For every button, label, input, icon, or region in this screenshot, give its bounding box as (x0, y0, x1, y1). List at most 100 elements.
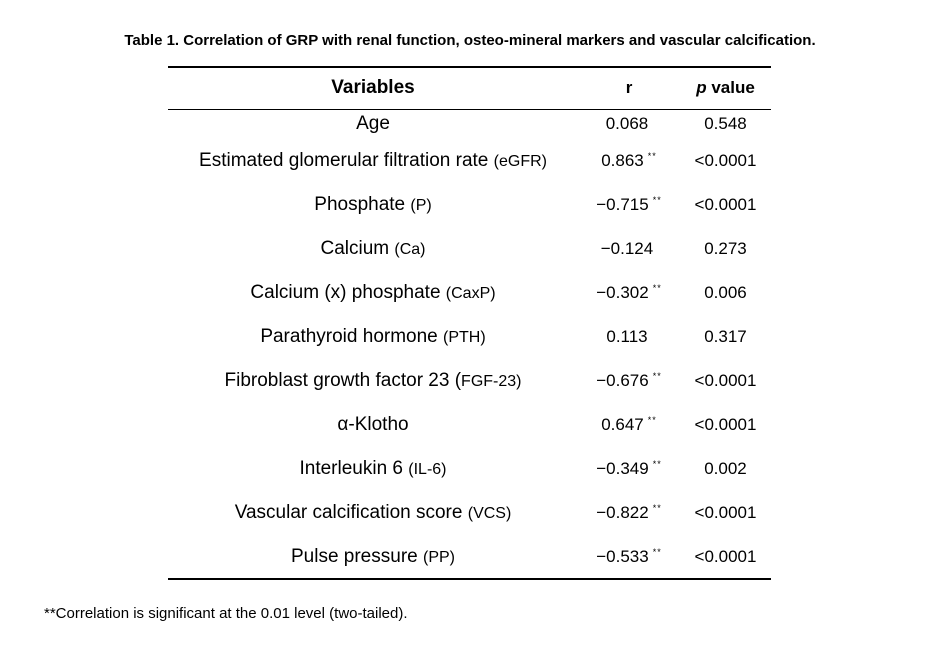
r-value-wrap: −0.676 ** (596, 371, 662, 391)
variable-abbreviation: (Ca) (394, 241, 426, 258)
correlation-table: Variables r p value Age 0.068 0.548 Estimat… (168, 66, 771, 580)
r-cell: −0.124 (578, 227, 680, 271)
r-value: −0.822 (596, 503, 649, 522)
header-p-value: p value (680, 66, 771, 110)
r-value-wrap: −0.349 ** (596, 459, 662, 479)
p-value-cell: <0.0001 (694, 151, 757, 170)
variable-cell: α-Klotho (168, 403, 578, 447)
p-value-cell: <0.0001 (694, 195, 757, 214)
r-cell: −0.349 ** (578, 447, 680, 491)
significance-marker: ** (647, 415, 657, 426)
significance-marker: ** (652, 546, 662, 557)
p-value-cell: <0.0001 (694, 503, 757, 522)
variable-name: Age (356, 113, 390, 135)
p-value-cell: 0.317 (704, 327, 747, 346)
significance-marker: ** (652, 503, 662, 514)
p-value-cell: 0.002 (704, 459, 747, 478)
variable-abbreviation: (eGFR) (493, 153, 547, 170)
variable-abbreviation: (P) (410, 197, 432, 214)
significance-marker: ** (647, 151, 657, 162)
correlation-table-container: Variables r p value Age 0.068 0.548 Estimat… (168, 66, 771, 580)
table-row: Calcium (x) phosphate (CaxP) −0.302 ** 0.00… (168, 271, 771, 315)
table-row: Pulse pressure (PP) −0.533 ** <0.0001 (168, 535, 771, 580)
r-value-wrap: 0.863 ** (601, 151, 657, 171)
r-cell: −0.302 ** (578, 271, 680, 315)
r-value-wrap: −0.715 ** (596, 195, 662, 215)
table-caption: Table 1. Correlation of GRP with renal f… (124, 32, 816, 49)
variable-cell: Calcium (x) phosphate (CaxP) (168, 271, 578, 315)
variable-cell: Age (168, 109, 578, 139)
table-row: Estimated glomerular filtration rate (eG… (168, 139, 771, 183)
table-row: Fibroblast growth factor 23 (FGF-23) −0.6… (168, 359, 771, 403)
p-value-cell: <0.0001 (680, 535, 771, 580)
table-row: Interleukin 6 (IL-6) −0.349 ** 0.002 (168, 447, 771, 491)
r-value: −0.124 (600, 239, 654, 258)
variable-name: Calcium (x) phosphate (250, 282, 446, 303)
r-value: 0.647 (601, 415, 644, 434)
r-cell: −0.822 ** (578, 491, 680, 535)
r-cell: 0.863 ** (578, 139, 680, 183)
r-cell: −0.676 ** (578, 359, 680, 403)
r-value-wrap: −0.533 ** (596, 547, 662, 567)
variable-name: Fibroblast growth factor 23 ( (224, 370, 462, 391)
r-value: −0.349 (596, 459, 649, 478)
header-variables: Variables (168, 66, 578, 110)
r-value: −0.715 (596, 195, 649, 214)
r-cell: 0.068 (578, 109, 680, 139)
variable-cell: Vascular calcification score (VCS) (168, 491, 578, 535)
significance-marker: ** (652, 459, 662, 470)
variable-cell: Fibroblast growth factor 23 (FGF-23) (168, 359, 578, 403)
significance-marker: ** (652, 371, 662, 382)
table-row: Calcium (Ca) −0.124 0.273 (168, 227, 771, 271)
variable-cell: Pulse pressure (PP) (168, 535, 578, 580)
variable-name: α-Klotho (337, 414, 409, 435)
variable-name: Parathyroid hormone (260, 326, 444, 347)
table-body: Age 0.068 0.548 Estimated glomerular filtra… (168, 109, 771, 580)
variable-abbreviation: (CaxP) (445, 285, 496, 302)
table-row: Vascular calcification score (VCS) −0.822… (168, 491, 771, 535)
p-value-cell: 0.273 (704, 239, 747, 258)
r-cell: 0.647 ** (578, 403, 680, 447)
variable-abbreviation: FGF-23) (461, 373, 522, 390)
variable-abbreviation: (VCS) (467, 505, 512, 522)
significance-marker: ** (652, 195, 662, 206)
variable-abbreviation: (PP) (423, 548, 455, 566)
r-cell: −0.715 ** (578, 183, 680, 227)
variable-name: Calcium (320, 238, 395, 259)
variable-cell: Interleukin 6 (IL-6) (168, 447, 578, 491)
footnote: **Correlation is significant at the 0.01… (44, 605, 408, 622)
variable-abbreviation: (PTH) (443, 329, 486, 346)
p-value-cell: <0.0001 (694, 415, 757, 434)
variable-name: Vascular calcification score (234, 502, 468, 523)
variable-cell: Estimated glomerular filtration rate (eG… (168, 139, 578, 183)
p-value-cell: 0.548 (704, 114, 747, 134)
r-value: −0.302 (596, 283, 649, 302)
table-row: Phosphate (P) −0.715 ** <0.0001 (168, 183, 771, 227)
variable-cell: Calcium (Ca) (168, 227, 578, 271)
variable-name: Estimated glomerular filtration rate (199, 150, 494, 171)
table-row: Parathyroid hormone (PTH) 0.113 0.317 (168, 315, 771, 359)
table-row: Age 0.068 0.548 (168, 109, 771, 139)
r-value: −0.676 (596, 371, 649, 390)
table-row: α-Klotho 0.647 ** <0.0001 (168, 403, 771, 447)
variable-name: Pulse pressure (290, 545, 423, 567)
table-header: Variables r p value (168, 66, 771, 110)
r-value: 0.068 (605, 114, 649, 134)
r-value: −0.533 (596, 546, 649, 566)
r-value: 0.113 (606, 327, 648, 346)
r-value-wrap: 0.113 (606, 327, 651, 347)
r-value-wrap: 0.068 (606, 114, 653, 134)
variable-abbreviation: (IL-6) (408, 461, 447, 478)
r-value-wrap: 0.647 ** (601, 415, 657, 435)
variable-name: Phosphate (314, 194, 411, 215)
r-value-wrap: −0.302 ** (596, 283, 662, 303)
header-r: r (578, 66, 680, 110)
variable-cell: Parathyroid hormone (PTH) (168, 315, 578, 359)
significance-marker: ** (652, 283, 662, 294)
header-row: Variables r p value (168, 66, 771, 110)
r-value-wrap: −0.822 ** (596, 503, 662, 523)
r-cell: −0.533 ** (578, 535, 680, 580)
p-value-cell: 0.006 (704, 283, 747, 302)
r-value-wrap: −0.124 (601, 239, 657, 259)
header-p-rest: value (706, 78, 755, 98)
